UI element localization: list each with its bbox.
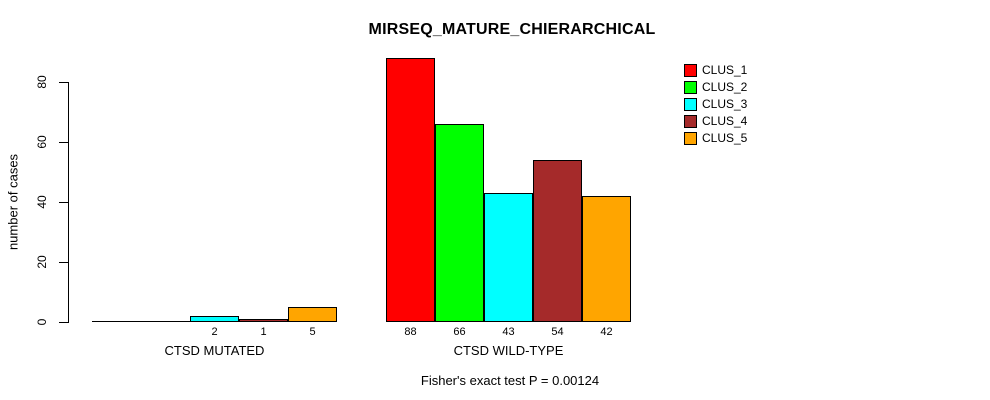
group-label-ctsd-mutated: CTSD MUTATED — [164, 343, 265, 358]
y-tick-mark — [59, 142, 69, 143]
legend-label-clus-2: CLUS_2 — [702, 80, 748, 94]
y-tick-label: 20 — [35, 255, 49, 269]
y-tick-mark — [59, 322, 69, 323]
bar-value-label-clus-3-group1: 2 — [211, 326, 218, 338]
bar-value-label-clus-1-group2: 88 — [404, 326, 417, 338]
y-tick-label: 80 — [35, 75, 49, 89]
fisher-test-annotation: Fisher's exact test P = 0.00124 — [420, 373, 600, 388]
bar-clus-1-group2 — [386, 58, 435, 322]
bar-clus-5-group1 — [288, 307, 337, 322]
y-axis-label: number of cases — [5, 153, 21, 251]
legend-swatch-clus-3 — [684, 98, 697, 111]
bar-value-label-clus-5-group1: 5 — [309, 326, 316, 338]
bar-value-label-clus-4-group2: 54 — [551, 326, 564, 338]
legend-label-clus-3: CLUS_3 — [702, 97, 748, 111]
legend-label-clus-4: CLUS_4 — [702, 114, 748, 128]
legend-swatch-clus-5 — [684, 132, 697, 145]
bar-value-label-clus-2-group2: 66 — [453, 326, 466, 338]
bar-clus-4-group1 — [239, 319, 288, 322]
group-label-ctsd-wild-type: CTSD WILD-TYPE — [453, 343, 564, 358]
bar-value-label-clus-3-group2: 43 — [502, 326, 515, 338]
y-tick-mark — [59, 262, 69, 263]
legend-label-clus-1: CLUS_1 — [702, 63, 748, 77]
legend-swatch-clus-2 — [684, 81, 697, 94]
bar-clus-1-group1-zero — [92, 321, 141, 322]
y-tick-mark — [59, 82, 69, 83]
bar-clus-4-group2 — [533, 160, 582, 322]
bar-clus-5-group2 — [582, 196, 631, 322]
bar-clus-2-group1-zero — [141, 321, 190, 322]
y-tick-label: 60 — [35, 135, 49, 149]
y-tick-label: 40 — [35, 195, 49, 209]
chart-title: MIRSEQ_MATURE_CHIERARCHICAL — [368, 21, 656, 38]
legend-swatch-clus-4 — [684, 115, 697, 128]
y-tick-label: 0 — [35, 318, 49, 326]
legend-label-clus-5: CLUS_5 — [702, 131, 748, 145]
bar-clus-3-group1 — [190, 316, 239, 322]
bar-value-label-clus-4-group1: 1 — [260, 326, 267, 338]
bar-clus-2-group2 — [435, 124, 484, 322]
bar-value-label-clus-5-group2: 42 — [600, 326, 613, 338]
legend-swatch-clus-1 — [684, 64, 697, 77]
bar-clus-3-group2 — [484, 193, 533, 322]
y-tick-mark — [59, 202, 69, 203]
